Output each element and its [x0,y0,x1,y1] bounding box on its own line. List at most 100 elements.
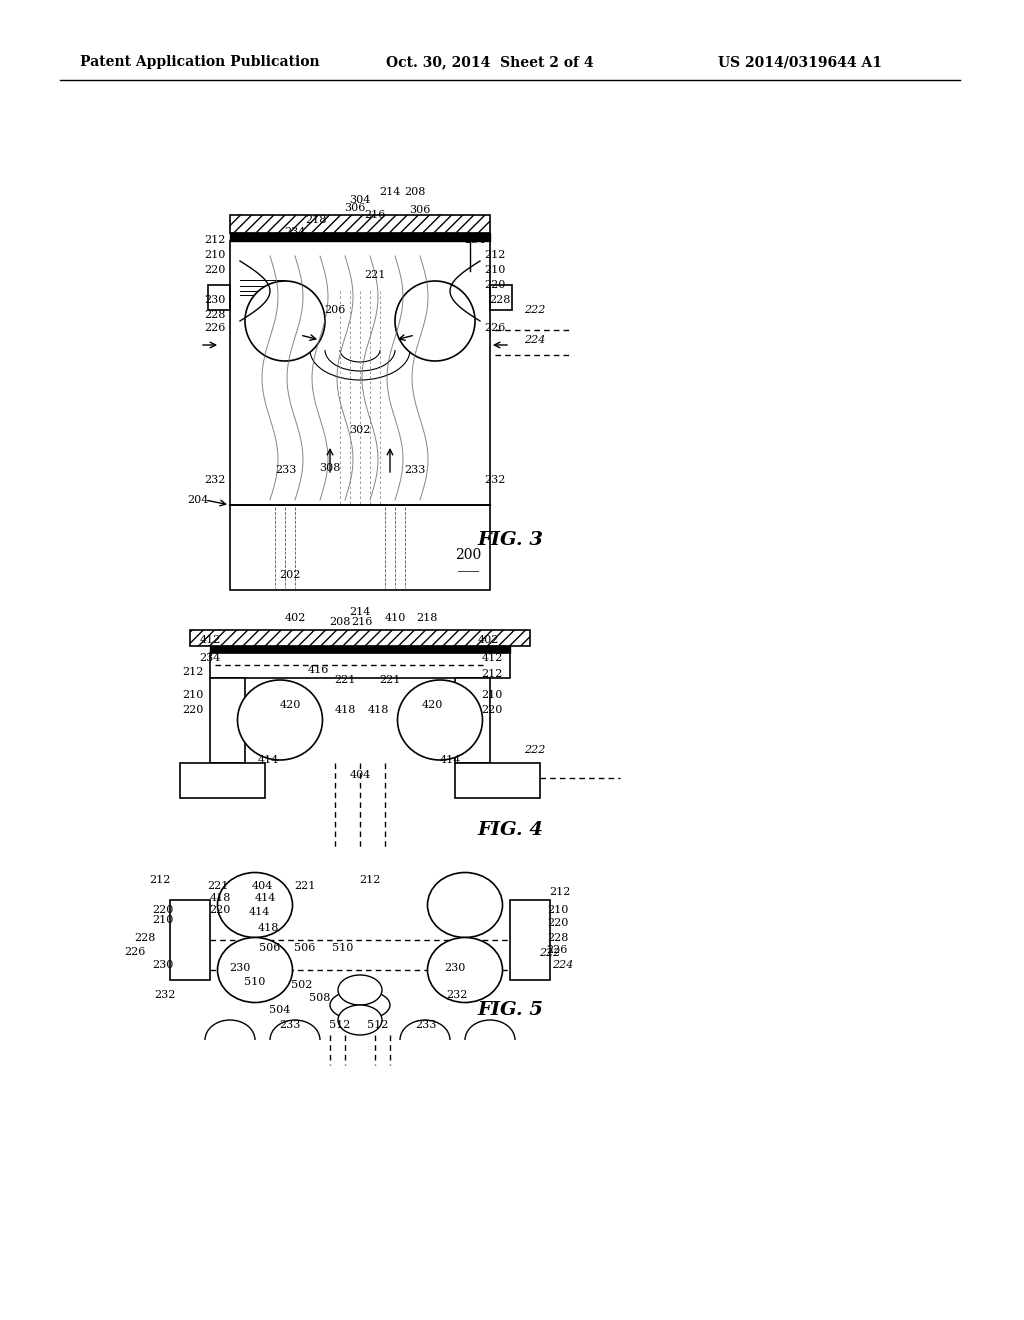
Text: 404: 404 [349,770,371,780]
Bar [230,506,490,590]
Text: 410: 410 [384,612,406,623]
Text: 306: 306 [344,203,366,213]
Text: 230: 230 [153,960,174,970]
Ellipse shape [245,281,325,360]
Text: 208: 208 [404,187,426,197]
Text: 414: 414 [254,894,275,903]
Text: 220: 220 [205,265,225,275]
Text: 204: 204 [187,495,209,506]
Text: 230: 230 [205,294,225,305]
Text: 220: 220 [153,906,174,915]
Bar [190,630,530,645]
Text: 416: 416 [307,665,329,675]
Text: 418: 418 [257,923,279,933]
Text: 508: 508 [309,993,331,1003]
Text: 234: 234 [464,235,485,246]
Text: 221: 221 [294,880,315,891]
Ellipse shape [330,990,390,1020]
Text: 212: 212 [182,667,204,677]
Text: FIG. 3: FIG. 3 [477,531,543,549]
Text: 418: 418 [334,705,355,715]
Ellipse shape [217,873,293,937]
Text: 402: 402 [477,635,499,645]
Text: 210: 210 [547,906,568,915]
Bar [510,900,550,979]
Bar [455,678,490,763]
Text: 212: 212 [484,249,506,260]
Text: FIG. 4: FIG. 4 [477,821,543,840]
Ellipse shape [238,680,323,760]
Text: 210: 210 [182,690,204,700]
Text: 230: 230 [229,964,251,973]
Text: 233: 233 [404,465,426,475]
Text: 218: 218 [417,612,437,623]
Text: 200: 200 [455,548,481,562]
Bar [210,653,510,678]
Text: 512: 512 [330,1020,350,1030]
Text: 214: 214 [379,187,400,197]
Text: 221: 221 [334,675,355,685]
Text: FIG. 5: FIG. 5 [477,1001,543,1019]
Text: 230: 230 [444,964,466,973]
Text: Oct. 30, 2014  Sheet 2 of 4: Oct. 30, 2014 Sheet 2 of 4 [386,55,594,69]
Text: 302: 302 [349,425,371,436]
Text: 512: 512 [368,1020,389,1030]
Text: 220: 220 [209,906,230,915]
Bar [180,763,265,799]
Bar [490,285,512,310]
Text: 220: 220 [481,705,503,715]
Text: 226: 226 [484,323,506,333]
Text: 306: 306 [410,205,431,215]
Text: 210: 210 [153,915,174,925]
Text: 212: 212 [549,887,570,898]
Text: 506: 506 [259,942,281,953]
Ellipse shape [217,937,293,1002]
Bar [170,900,210,979]
Text: 214: 214 [349,607,371,616]
Text: 234: 234 [285,227,306,238]
Text: 222: 222 [540,948,561,958]
Ellipse shape [338,975,382,1005]
Ellipse shape [395,281,475,360]
Text: 220: 220 [484,280,506,290]
Ellipse shape [427,873,503,937]
Text: 226: 226 [547,945,567,954]
Text: 218: 218 [305,215,327,224]
Text: 308: 308 [319,463,341,473]
Text: 220: 220 [182,705,204,715]
Ellipse shape [397,680,482,760]
Text: 212: 212 [205,235,225,246]
Bar [208,285,230,310]
Text: 221: 221 [365,271,386,280]
Text: 402: 402 [285,612,306,623]
Text: 210: 210 [205,249,225,260]
Text: Patent Application Publication: Patent Application Publication [80,55,319,69]
Text: 233: 233 [280,1020,301,1030]
Bar [455,763,540,799]
Text: 212: 212 [481,669,503,678]
Text: 210: 210 [484,265,506,275]
Text: 232: 232 [446,990,468,1001]
Text: 404: 404 [251,880,272,891]
Text: 234: 234 [200,653,221,663]
Text: 210: 210 [481,690,503,700]
Text: 228: 228 [134,933,156,942]
Text: 202: 202 [280,570,301,579]
Ellipse shape [427,937,503,1002]
Text: 206: 206 [325,305,346,315]
Ellipse shape [338,1005,382,1035]
Text: 502: 502 [291,979,312,990]
Text: 221: 221 [379,675,400,685]
Text: 224: 224 [552,960,573,970]
Text: 414: 414 [439,755,461,766]
Text: 220: 220 [547,917,568,928]
Text: 228: 228 [205,310,225,319]
Text: 414: 414 [257,755,279,766]
Text: 216: 216 [365,210,386,220]
Text: 232: 232 [205,475,225,484]
Text: US 2014/0319644 A1: US 2014/0319644 A1 [718,55,882,69]
Bar [210,645,510,653]
Text: 208: 208 [330,616,350,627]
Text: 420: 420 [280,700,301,710]
Text: 226: 226 [124,946,145,957]
